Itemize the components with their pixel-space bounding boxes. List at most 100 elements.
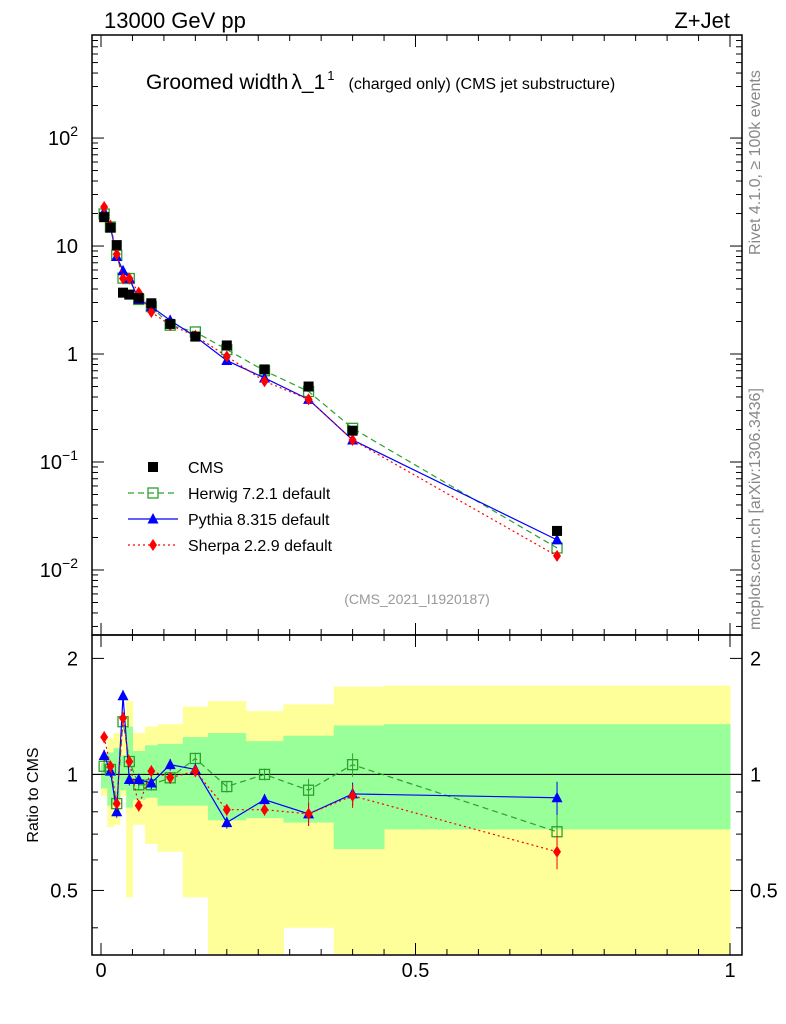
point-cms xyxy=(552,525,563,536)
point-sherpa-2-2-9-default xyxy=(304,393,313,406)
point-sherpa-2-2-9-default xyxy=(553,549,562,562)
ratio-point-sherpa-2-2-9-default xyxy=(553,845,562,858)
ratio-point-sherpa-2-2-9-default xyxy=(125,755,134,768)
main-plot: 10−2 10−1 1 10 102 xyxy=(40,34,742,635)
main-ytick-label: 10−1 xyxy=(40,447,78,474)
point-cms xyxy=(347,425,358,436)
ratio-point-pythia-8-315-default xyxy=(221,816,233,828)
ratio-point-sherpa-2-2-9-default xyxy=(119,712,128,725)
point-cms xyxy=(221,340,232,351)
ratio-point-herwig-7-2-1-default xyxy=(346,759,359,771)
ratio-point-pythia-8-315-default xyxy=(111,805,123,817)
ratio-point-sherpa-2-2-9-default xyxy=(222,803,231,816)
series-line-sherpa-2-2-9-default xyxy=(103,206,558,557)
point-sherpa-2-2-9-default xyxy=(222,350,231,363)
legend-marker-cms xyxy=(148,462,158,472)
point-cms xyxy=(303,381,314,392)
ratio-ylabel: Ratio to CMS xyxy=(25,747,42,842)
legend-marker-herwig-7-2-1-default xyxy=(147,487,159,499)
ratio-point-herwig-7-2-1-default xyxy=(302,784,315,796)
ratio-point-pythia-8-315-default xyxy=(117,689,129,701)
point-cms xyxy=(146,298,157,309)
ratio-point-pythia-8-315-default xyxy=(259,793,271,805)
main-ytick-label: 10 xyxy=(56,236,78,258)
ratio-point-herwig-7-2-1-default xyxy=(221,780,233,793)
plot-title-main: Groomed width xyxy=(146,71,288,94)
point-cms xyxy=(99,212,110,223)
point-cms xyxy=(111,240,122,251)
main-ytick-label: 1 xyxy=(67,344,78,366)
series-line-pythia-8-315-default xyxy=(103,211,558,541)
header-energy: 13000 GeV pp xyxy=(104,8,246,33)
ratio-ytick-label-left: 1 xyxy=(67,764,78,786)
point-cms xyxy=(118,287,129,298)
ratio-point-herwig-7-2-1-default xyxy=(189,752,202,765)
point-sherpa-2-2-9-default xyxy=(348,433,357,446)
point-cms xyxy=(133,293,144,304)
ratio-point-sherpa-2-2-9-default xyxy=(348,789,357,802)
ratio-point-pythia-8-315-default xyxy=(145,777,157,788)
ratio-xtick-label: 0 xyxy=(95,960,106,982)
point-cms xyxy=(124,289,135,300)
ratio-ytick-label-right: 0.5 xyxy=(750,880,778,902)
point-sherpa-2-2-9-default xyxy=(112,248,121,261)
ratio-ytick-label-right: 1 xyxy=(750,764,761,786)
point-sherpa-2-2-9-default xyxy=(147,305,156,318)
mcplots-label: mcplots.cern.ch [arXiv:1306.3436] xyxy=(747,388,764,630)
legend-label-pythia-8-315-default: Pythia 8.315 default xyxy=(188,512,330,529)
plot-title-sub: (charged only) (CMS jet substructure) xyxy=(349,76,616,93)
band-green xyxy=(107,752,115,806)
ratio-point-pythia-8-315-default xyxy=(551,791,563,803)
band-green xyxy=(101,763,108,789)
ratio-plot: 0.5 0.5 1 1 2 2 0 0.5 1 xyxy=(50,635,778,982)
point-cms xyxy=(259,364,270,375)
legend-marker-sherpa-2-2-9-default xyxy=(149,539,157,551)
ratio-ytick-label-right: 2 xyxy=(750,648,761,670)
header-process: Z+Jet xyxy=(674,8,730,33)
legend: CMS Herwig 7.2.1 default Pythia 8.315 defa… xyxy=(128,460,333,555)
point-cms xyxy=(105,222,116,233)
ratio-point-sherpa-2-2-9-default xyxy=(106,760,115,773)
point-sherpa-2-2-9-default xyxy=(125,272,134,285)
plot-title-sup: 1 xyxy=(327,68,334,83)
analysis-watermark: (CMS_2021_I1920187) xyxy=(344,591,490,607)
ratio-xtick-label: 1 xyxy=(724,960,735,982)
series-line-herwig-7-2-1-default xyxy=(103,213,558,549)
ratio-point-herwig-7-2-1-default xyxy=(258,768,271,781)
main-ytick-label: 10−2 xyxy=(40,555,78,582)
legend-label-sherpa-2-2-9-default: Sherpa 2.2.9 default xyxy=(188,538,333,555)
point-pythia-8-315-default xyxy=(117,264,129,276)
ratio-plot-frame xyxy=(91,634,743,956)
point-cms xyxy=(165,318,176,329)
plot-title: Groomed width λ_1 1 (charged only) (CMS jet… xyxy=(146,68,615,94)
point-pythia-8-315-default xyxy=(551,533,563,545)
legend-label-cms: CMS xyxy=(188,460,224,477)
point-cms xyxy=(190,331,201,342)
band-green xyxy=(333,725,385,850)
ratio-xtick-label: 0.5 xyxy=(402,960,430,982)
ratio-point-pythia-8-315-default xyxy=(123,773,135,785)
ratio-point-sherpa-2-2-9-default xyxy=(112,797,121,810)
ratio-point-sherpa-2-2-9-default xyxy=(260,803,269,816)
ratio-point-pythia-8-315-default xyxy=(164,758,176,770)
band-green xyxy=(119,755,127,791)
ratio-point-sherpa-2-2-9-default xyxy=(166,771,175,784)
ratio-point-sherpa-2-2-9-default xyxy=(100,731,109,744)
legend-marker-pythia-8-315-default xyxy=(147,513,159,524)
ratio-ytick-label-left: 0.5 xyxy=(50,880,78,902)
point-sherpa-2-2-9-default xyxy=(119,272,128,285)
ratio-point-sherpa-2-2-9-default xyxy=(147,765,156,778)
point-sherpa-2-2-9-default xyxy=(260,375,269,388)
legend-label-herwig-7-2-1-default: Herwig 7.2.1 default xyxy=(188,486,331,503)
plot-title-lambda: λ_1 xyxy=(291,71,325,94)
rivet-label: Rivet 4.1.0, ≥ 100k events xyxy=(747,70,764,255)
ratio-ytick-label-left: 2 xyxy=(67,648,78,670)
ratio-point-pythia-8-315-default xyxy=(98,749,110,760)
main-ytick-label: 102 xyxy=(48,123,78,150)
ratio-point-sherpa-2-2-9-default xyxy=(304,807,313,820)
point-sherpa-2-2-9-default xyxy=(100,200,109,213)
ratio-line-pythia-8-315-default xyxy=(103,695,558,824)
ratio-point-sherpa-2-2-9-default xyxy=(134,799,143,812)
ratio-point-pythia-8-315-default xyxy=(133,773,145,785)
ratio-point-sherpa-2-2-9-default xyxy=(191,765,200,778)
